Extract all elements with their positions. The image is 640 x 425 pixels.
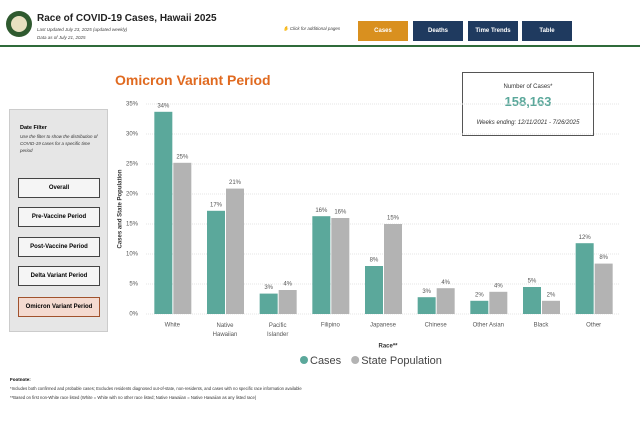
- value-label: 4%: [494, 283, 503, 289]
- x-tick-line: Hawaiian: [213, 332, 238, 338]
- bar: [417, 297, 436, 314]
- footnote-title: Footnote:: [10, 377, 31, 382]
- x-tick-label: Filipino: [321, 323, 341, 329]
- bar: [542, 300, 560, 314]
- header-rule: [0, 45, 640, 47]
- value-label: 8%: [599, 255, 608, 261]
- filter-button[interactable]: Omicron Variant Period: [18, 297, 100, 317]
- value-label: 4%: [283, 282, 292, 288]
- bar: [331, 218, 350, 314]
- y-tick-label: 15%: [126, 222, 139, 228]
- legend-marker: [300, 356, 308, 364]
- value-label: 34%: [157, 103, 170, 109]
- bar: [384, 224, 402, 314]
- bar: [173, 162, 192, 314]
- bar: [523, 287, 541, 314]
- y-tick-label: 30%: [126, 132, 139, 138]
- legend-label: Cases: [310, 355, 342, 367]
- x-tick-line: Native: [216, 323, 234, 329]
- nav-button[interactable]: Deaths: [413, 21, 463, 41]
- click-hint-text: Click for additional pages: [289, 26, 341, 31]
- value-label: 3%: [422, 289, 431, 295]
- bar: [154, 111, 173, 314]
- bar: [207, 210, 225, 314]
- value-label: 25%: [176, 154, 189, 160]
- footnote: **Based on first non-White race listed (…: [10, 395, 257, 400]
- bar: [365, 266, 383, 314]
- title: Race of COVID-19 Cases, Hawaii 2025: [37, 13, 217, 24]
- value-label: 16%: [315, 208, 328, 214]
- kpi-value: 158,163: [504, 94, 552, 109]
- x-tick-line: Islander: [267, 332, 288, 338]
- x-tick-label: Black: [534, 323, 550, 329]
- x-tick-label: White: [165, 323, 181, 329]
- value-label: 4%: [441, 280, 450, 286]
- value-label: 5%: [528, 279, 537, 285]
- y-tick-label: 35%: [126, 102, 139, 108]
- y-tick-label: 10%: [126, 252, 139, 258]
- value-label: 8%: [370, 258, 379, 264]
- x-tick-label: Other: [586, 323, 601, 329]
- filter-button[interactable]: Overall: [18, 178, 100, 198]
- filter-button[interactable]: Delta Variant Period: [18, 266, 100, 286]
- data-date: Data as of July 21, 2025: [37, 35, 86, 40]
- click-hint: ✋ Click for additional pages: [283, 26, 341, 31]
- chart: Cases and State Population Race** 0% 5% 10…: [118, 102, 620, 367]
- value-label: 12%: [579, 235, 592, 241]
- x-tick-line: Pacific: [269, 323, 287, 329]
- kpi-weeks: Weeks ending: 12/11/2021 - 7/26/2025: [476, 120, 580, 126]
- filter-title: Date Filter: [20, 125, 47, 131]
- bar: [312, 216, 331, 314]
- x-tick-label: Chinese: [425, 323, 448, 329]
- y-tick-label: 20%: [126, 192, 139, 198]
- filter-button[interactable]: Pre-Vaccine Period: [18, 207, 100, 227]
- bar: [489, 291, 508, 314]
- x-tick-label: Native Hawaiian: [213, 323, 238, 338]
- chart-title: Omicron Variant Period: [115, 72, 271, 88]
- value-label: 21%: [229, 180, 242, 186]
- value-label: 16%: [334, 210, 347, 216]
- nav-button[interactable]: Table: [522, 21, 572, 41]
- legend-marker: [351, 356, 360, 364]
- y-tick-label: 0%: [129, 312, 138, 318]
- x-axis-label: Race**: [378, 344, 398, 350]
- x-tick-label: Other Asian: [473, 323, 504, 329]
- bar: [259, 293, 278, 314]
- updated: Last Updated July 23, 2025 (updated week…: [37, 27, 128, 32]
- y-tick-label: 5%: [129, 282, 138, 288]
- bar: [226, 188, 244, 314]
- y-axis-label: Cases and State Population: [118, 169, 124, 248]
- value-label: 3%: [264, 285, 273, 291]
- bar: [470, 300, 489, 314]
- bar: [594, 263, 613, 314]
- nav-button[interactable]: Cases: [358, 21, 408, 41]
- nav-button[interactable]: Time Trends: [468, 21, 518, 41]
- bar: [278, 290, 297, 314]
- x-tick-label: Pacific Islander: [267, 323, 288, 338]
- filter-button[interactable]: Post-Vaccine Period: [18, 237, 100, 257]
- footnote: *Includes both confirmed and probable ca…: [10, 386, 302, 391]
- legend-label: State Population: [361, 355, 442, 367]
- y-tick-label: 25%: [126, 162, 139, 168]
- bar: [436, 288, 455, 314]
- value-label: 2%: [475, 292, 484, 298]
- kpi-label: Number of Cases*: [503, 84, 553, 90]
- logo: [6, 11, 32, 37]
- value-label: 17%: [210, 202, 223, 208]
- value-label: 15%: [387, 216, 400, 222]
- x-tick-label: Japanese: [370, 323, 397, 329]
- bar: [575, 243, 594, 314]
- value-label: 2%: [547, 292, 556, 298]
- filter-description: Use the filter to show the distribution …: [20, 134, 98, 153]
